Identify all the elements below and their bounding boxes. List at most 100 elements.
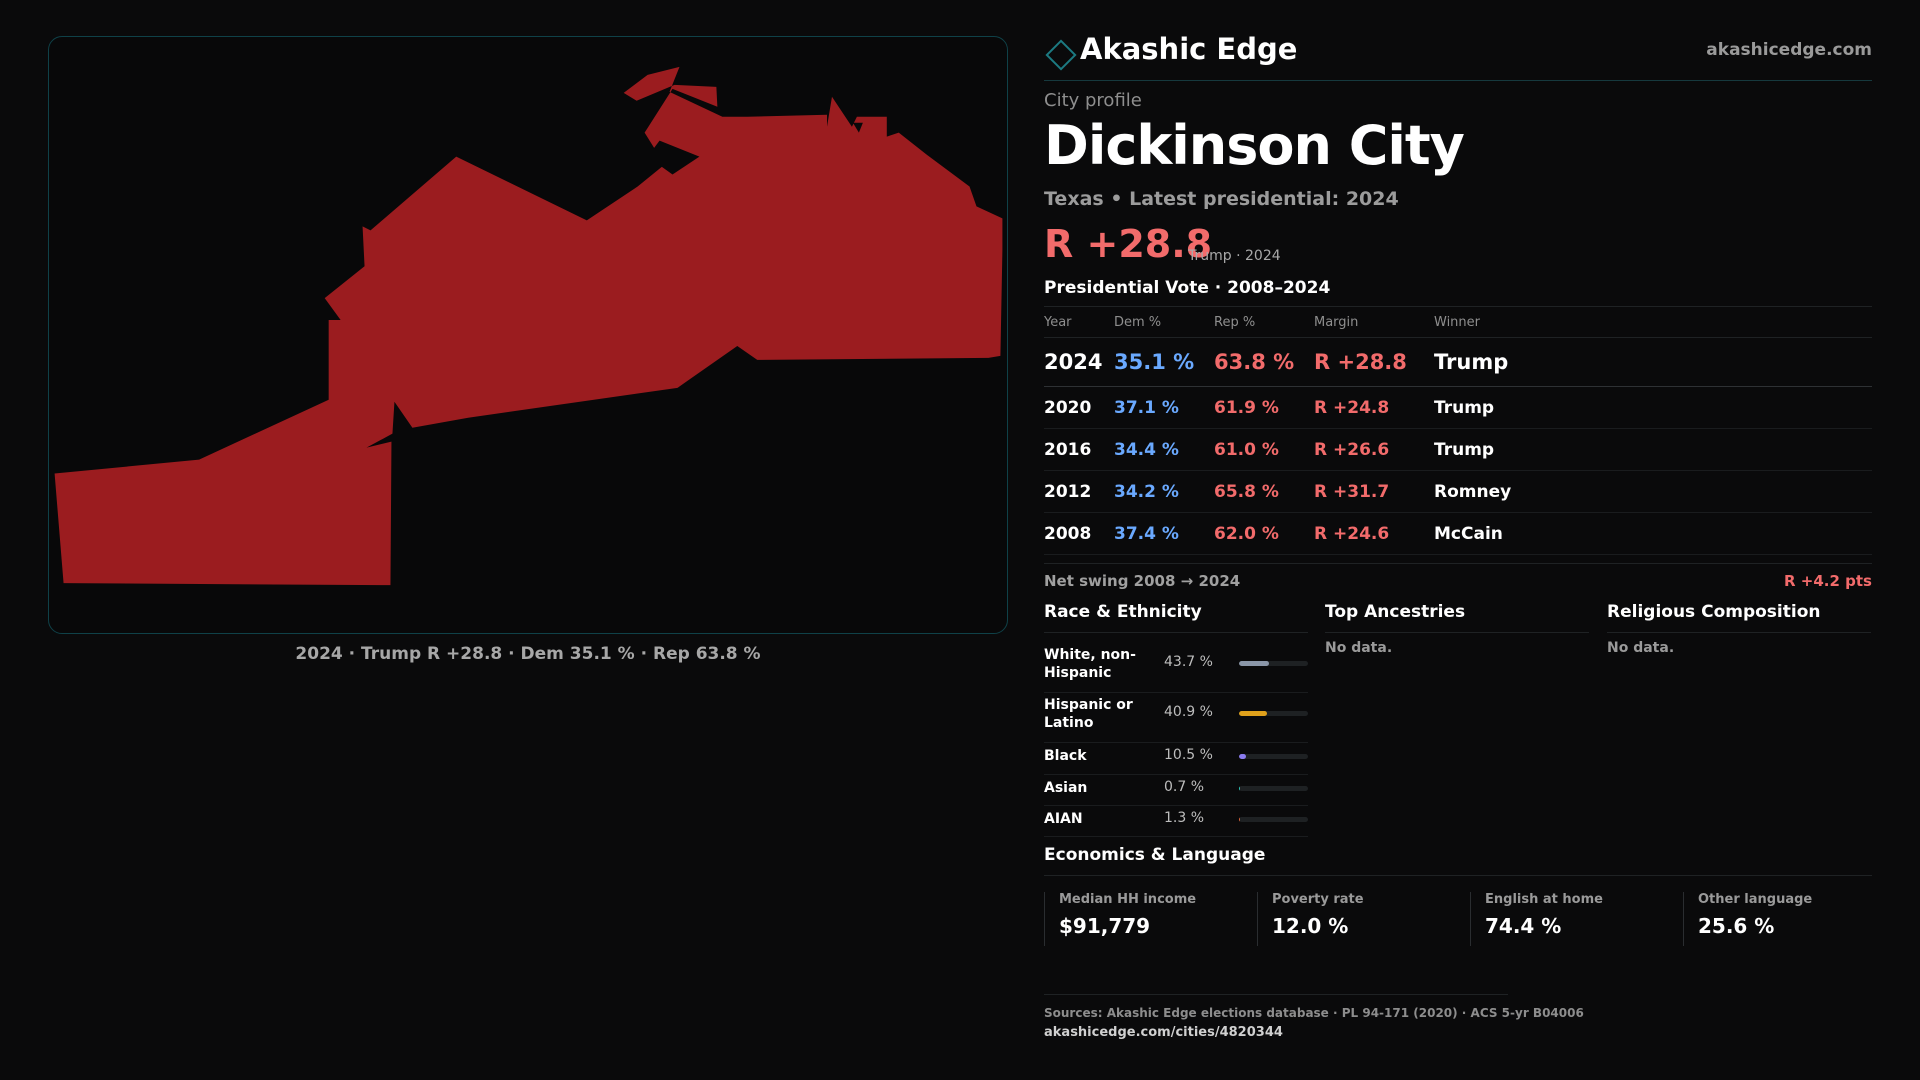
table-row: 2016 34.4 % 61.0 % R +26.6 Trump [1044, 428, 1872, 471]
row-dem-pct: 34.2 % [1114, 470, 1214, 513]
column-header-year: Year [1044, 306, 1114, 338]
brand-name[interactable]: Akashic Edge [1080, 32, 1298, 66]
city-boundary-map[interactable] [49, 37, 1007, 633]
race-row: AIAN 1.3 % [1044, 805, 1308, 837]
map-caption: 2024 · Trump R +28.8 · Dem 35.1 % · Rep … [295, 644, 761, 664]
race-bar-track [1239, 786, 1308, 791]
stat-label: Median HH income [1059, 892, 1197, 907]
stat-label: Other language [1698, 892, 1813, 907]
presidential-vote-table: Year Dem % Rep % Margin Winner 2024 35.1… [1044, 306, 1872, 555]
row-year: 2020 [1044, 386, 1114, 429]
race-bar-track [1239, 754, 1308, 759]
race-label: White, non-Hispanic [1044, 647, 1136, 681]
vote-section-title: Presidential Vote · 2008–2024 [1044, 278, 1331, 298]
row-margin: R +26.6 [1314, 428, 1434, 471]
race-label: Black [1044, 748, 1087, 764]
stat-card-income: Median HH income $91,779 [1044, 892, 1244, 946]
stat-value: $91,779 [1059, 914, 1151, 938]
row-margin: R +31.7 [1314, 470, 1434, 513]
city-permalink[interactable]: akashicedge.com/cities/4820344 [1044, 1025, 1283, 1040]
religion-section-title: Religious Composition [1607, 602, 1821, 622]
profile-panel: Akashic Edge akashicedge.com City profil… [1044, 0, 1872, 1080]
row-dem-pct: 34.4 % [1114, 428, 1214, 471]
race-bar-track [1239, 817, 1308, 822]
city-boundary-notch [852, 122, 863, 133]
stat-label: Poverty rate [1272, 892, 1364, 907]
city-boundary-shape[interactable] [54, 66, 1003, 586]
stat-value: 74.4 % [1485, 914, 1562, 938]
row-rep-pct: 61.9 % [1214, 386, 1314, 429]
race-pct: 1.3 % [1164, 810, 1205, 826]
latest-margin: R +28.8 [1044, 222, 1213, 266]
divider [1044, 632, 1308, 633]
race-row: Asian 0.7 % [1044, 774, 1308, 806]
race-pct: 40.9 % [1164, 704, 1213, 720]
race-label: Hispanic or Latino [1044, 697, 1133, 731]
net-swing-label: Net swing 2008 → 2024 [1044, 572, 1241, 590]
race-pct: 0.7 % [1164, 779, 1205, 795]
page-title: Dickinson City [1044, 114, 1465, 177]
table-row: 2008 37.4 % 62.0 % R +24.6 McCain [1044, 512, 1872, 555]
net-swing-value: R +4.2 pts [1784, 572, 1872, 590]
ancestries-empty-state: No data. [1325, 640, 1393, 656]
race-row: Hispanic or Latino 40.9 % [1044, 692, 1308, 743]
economics-section-title: Economics & Language [1044, 845, 1266, 865]
row-year: 2008 [1044, 512, 1114, 555]
row-winner: Trump [1434, 428, 1872, 471]
latest-margin-note: Trump · 2024 [1188, 248, 1281, 264]
site-link[interactable]: akashicedge.com [1706, 40, 1872, 60]
race-label: Asian [1044, 780, 1088, 796]
race-bar-fill [1239, 754, 1247, 759]
column-header-rep: Rep % [1214, 306, 1314, 338]
brand-header: Akashic Edge akashicedge.com [1044, 30, 1872, 81]
row-winner: Trump [1434, 337, 1872, 387]
divider [1325, 632, 1589, 633]
row-rep-pct: 62.0 % [1214, 512, 1314, 555]
sources-note: Sources: Akashic Edge elections database… [1044, 1006, 1584, 1020]
table-row: 2020 37.1 % 61.9 % R +24.8 Trump [1044, 386, 1872, 429]
divider [1044, 994, 1508, 995]
row-rep-pct: 63.8 % [1214, 337, 1314, 387]
table-header-row: Year Dem % Rep % Margin Winner [1044, 306, 1872, 338]
city-map-panel[interactable] [48, 36, 1008, 634]
row-margin: R +24.6 [1314, 512, 1434, 555]
stat-value: 25.6 % [1698, 914, 1775, 938]
column-header-dem: Dem % [1114, 306, 1214, 338]
stat-label: English at home [1485, 892, 1603, 907]
row-dem-pct: 35.1 % [1114, 337, 1214, 387]
religion-empty-state: No data. [1607, 640, 1675, 656]
stat-card-other-language: Other language 25.6 % [1683, 892, 1883, 946]
row-dem-pct: 37.1 % [1114, 386, 1214, 429]
row-year: 2024 [1044, 337, 1114, 387]
race-bar-fill [1239, 661, 1270, 666]
race-row: White, non-Hispanic 43.7 % [1044, 642, 1308, 693]
city-boundary-notch [647, 140, 700, 175]
diamond-logo-icon[interactable] [1045, 39, 1077, 71]
race-label: AIAN [1044, 811, 1083, 827]
divider [1607, 632, 1871, 633]
stat-card-english: English at home 74.4 % [1470, 892, 1670, 946]
row-dem-pct: 37.4 % [1114, 512, 1214, 555]
column-header-winner: Winner [1434, 306, 1872, 338]
ancestries-section-title: Top Ancestries [1325, 602, 1466, 622]
row-winner: Romney [1434, 470, 1872, 513]
row-winner: McCain [1434, 512, 1872, 555]
stat-card-poverty: Poverty rate 12.0 % [1257, 892, 1457, 946]
table-row: 2012 34.2 % 65.8 % R +31.7 Romney [1044, 470, 1872, 513]
race-bar-fill [1239, 786, 1241, 791]
race-bar-track [1239, 711, 1308, 716]
race-bar-track [1239, 661, 1308, 666]
row-year: 2016 [1044, 428, 1114, 471]
row-margin: R +24.8 [1314, 386, 1434, 429]
race-section-title: Race & Ethnicity [1044, 602, 1202, 622]
row-year: 2012 [1044, 470, 1114, 513]
race-pct: 43.7 % [1164, 654, 1213, 670]
race-pct: 10.5 % [1164, 747, 1213, 763]
divider [1044, 875, 1872, 876]
row-rep-pct: 61.0 % [1214, 428, 1314, 471]
table-row: 2024 35.1 % 63.8 % R +28.8 Trump [1044, 337, 1872, 387]
race-bar-fill [1239, 817, 1241, 822]
column-header-margin: Margin [1314, 306, 1434, 338]
stat-value: 12.0 % [1272, 914, 1349, 938]
row-winner: Trump [1434, 386, 1872, 429]
